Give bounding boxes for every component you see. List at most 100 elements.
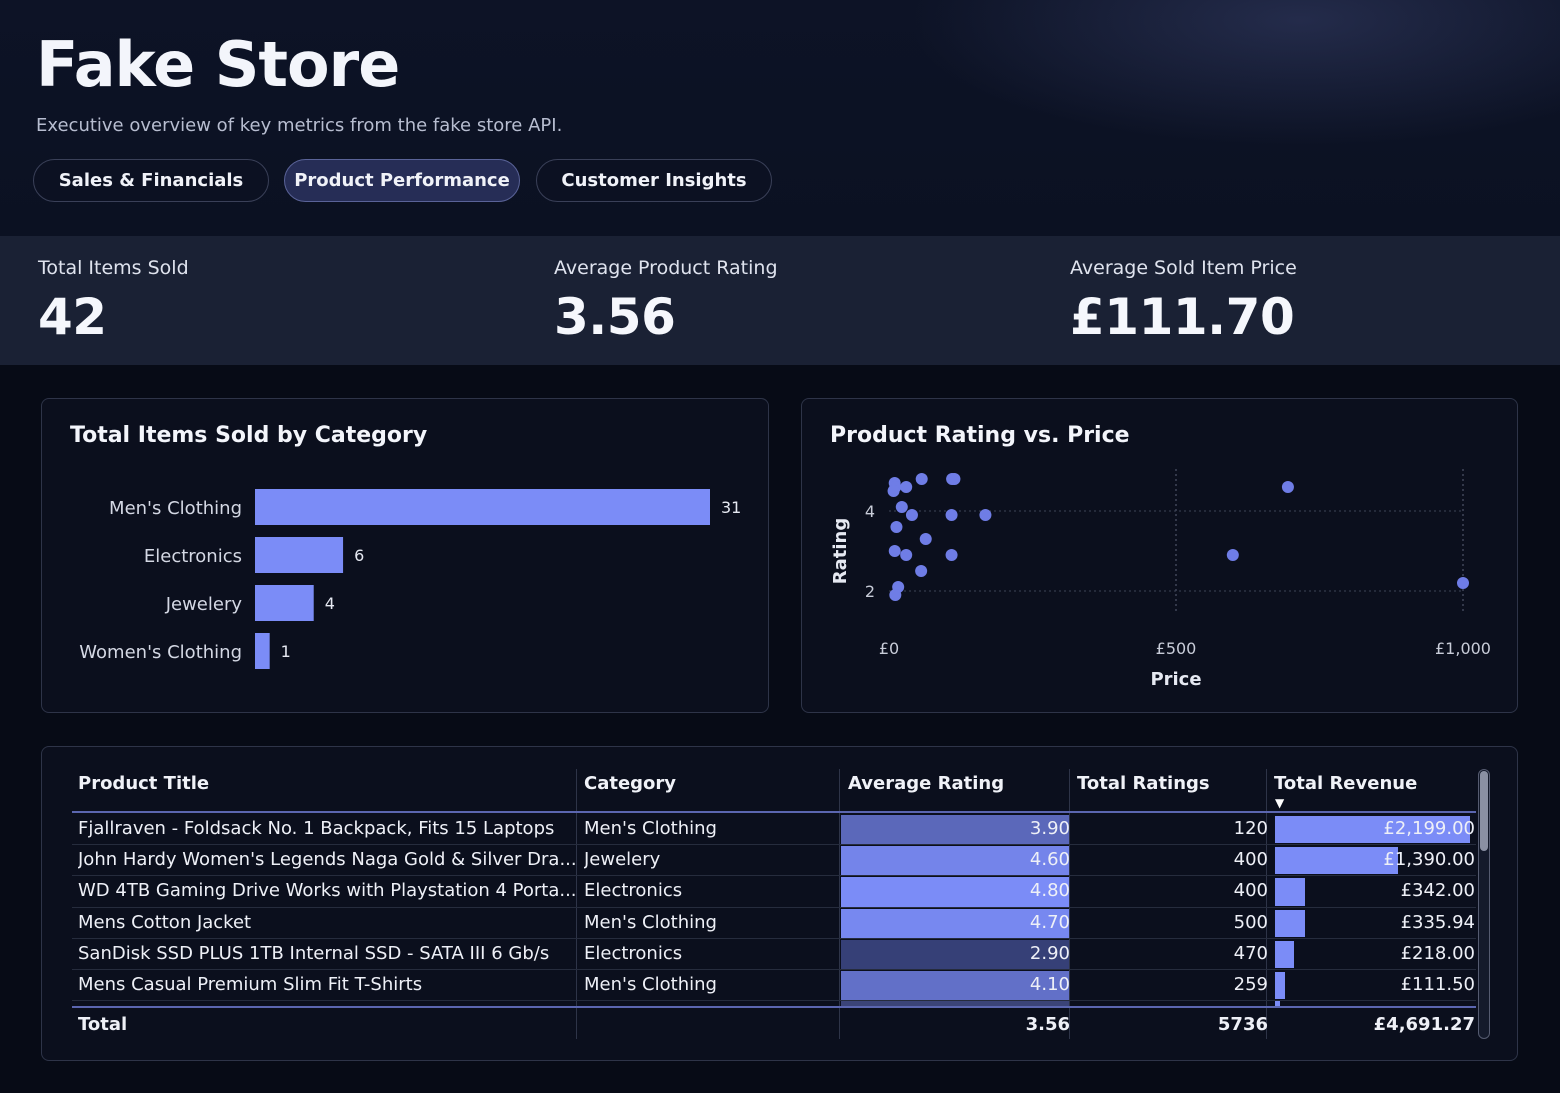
tab-customer-insights[interactable]: Customer Insights [536, 159, 772, 202]
rating-shading [841, 939, 1069, 969]
kpi-value: 42 [38, 288, 107, 346]
scatter-point[interactable] [889, 589, 902, 601]
y-tick-label: 4 [865, 502, 875, 521]
row-divider [72, 1000, 1476, 1002]
bar-chart-title: Total Items Sold by Category [70, 423, 428, 448]
bar-men-s-clothing[interactable] [255, 489, 710, 525]
table-cell: 400 [1233, 880, 1268, 902]
table-cell: Electronics [584, 942, 683, 964]
page-title: Fake Store [36, 28, 400, 101]
bar-chart-panel: Total Items Sold by Category Men's Cloth… [41, 398, 769, 713]
table-cell: 2.90 [1029, 942, 1070, 964]
table-cell: £1,390.00 [1383, 849, 1475, 871]
y-tick-label: 2 [865, 582, 875, 601]
scatter-point[interactable] [887, 485, 900, 497]
table-cell: £111.50 [1400, 974, 1475, 995]
totals-revenue: £4,691.27 [1373, 1014, 1475, 1035]
table-cell: SanDisk SSD PLUS 1TB Internal SSD - SATA… [78, 942, 550, 964]
column-divider [839, 769, 840, 1039]
kpi-band: Total Items Sold 42 Average Product Rati… [0, 236, 1560, 365]
column-header[interactable]: Category [584, 773, 677, 794]
kpi-value: £111.70 [1070, 288, 1295, 346]
product-table: Product Title Category Average Rating Total… [41, 746, 1518, 1061]
bar-value-label: 6 [354, 546, 364, 565]
x-tick-label: £500 [1156, 639, 1197, 658]
table-cell: Electronics [584, 880, 683, 902]
row-divider [72, 969, 1476, 970]
kpi-label: Average Product Rating [554, 257, 778, 279]
table-cell: 259 [1233, 974, 1268, 995]
rating-shading [841, 877, 1069, 907]
table-scrollbar[interactable] [1478, 769, 1490, 1039]
scatter-point[interactable] [945, 549, 958, 561]
table-cell: 4.10 [1029, 974, 1070, 995]
column-header[interactable]: Total Ratings [1077, 773, 1210, 794]
row-divider [72, 844, 1476, 846]
scatter-point[interactable] [895, 501, 908, 513]
scatter-point[interactable] [948, 473, 961, 485]
table-cell: 4.70 [1029, 911, 1070, 933]
sort-descending-icon: ▼ [1275, 796, 1285, 810]
scatter-point[interactable] [890, 521, 903, 533]
rating-shading [841, 908, 1069, 938]
scatter-point[interactable] [915, 565, 928, 577]
page-subtitle: Executive overview of key metrics from t… [36, 115, 563, 136]
rating-shading [841, 846, 1069, 876]
revenue-bar [1275, 909, 1305, 937]
tab-sales-financials[interactable]: Sales & Financials [33, 159, 269, 202]
x-axis-title: Price [1150, 669, 1201, 690]
table-cell: Fjallraven - Foldsack No. 1 Backpack, Fi… [78, 818, 555, 839]
scatter-chart: £0 £500 £1,000 2 4 Price Rating [830, 469, 1491, 690]
rating-shading [841, 815, 1069, 845]
totals-rating: 3.56 [1025, 1014, 1070, 1035]
scatter-point[interactable] [900, 481, 913, 493]
category-label: Women's Clothing [79, 642, 242, 663]
scatter-point[interactable] [919, 533, 932, 545]
scatter-point[interactable] [905, 509, 918, 521]
bar-value-label: 4 [325, 594, 335, 613]
header-divider [72, 811, 1476, 813]
scatter-point[interactable] [945, 509, 958, 521]
column-header[interactable]: Product Title [78, 773, 210, 794]
row-divider [72, 875, 1476, 877]
scatter-point[interactable] [1226, 549, 1239, 561]
scatter-point[interactable] [915, 473, 928, 485]
totals-label: Total [78, 1014, 128, 1035]
bar-value-label: 31 [721, 498, 741, 517]
table-cell: 3.90 [1029, 818, 1070, 839]
revenue-bar [1275, 878, 1306, 906]
x-tick-label: £0 [879, 639, 899, 658]
scatter-point[interactable] [888, 545, 901, 557]
bar-value-label: 1 [281, 642, 291, 661]
table-cell: Mens Casual Premium Slim Fit T-Shirts [78, 974, 423, 995]
tab-product-performance[interactable]: Product Performance [284, 159, 520, 202]
revenue-bar [1275, 816, 1470, 844]
category-label: Electronics [144, 546, 242, 567]
column-header[interactable]: Average Rating [848, 773, 1005, 794]
table-cell: 470 [1233, 942, 1268, 964]
column-divider [1266, 769, 1267, 1039]
scatter-point[interactable] [979, 509, 992, 521]
table-cell: 4.80 [1029, 880, 1070, 902]
kpi-value: 3.56 [554, 288, 676, 346]
table-cell: Mens Cotton Jacket [78, 911, 252, 933]
bar-chart: Men's Clothing 31 Electronics 6 Jewelery 4 Wom… [79, 489, 741, 669]
table-cell: £342.00 [1400, 880, 1475, 902]
column-header[interactable]: Total Revenue [1274, 773, 1418, 794]
table-cell: 400 [1233, 849, 1268, 871]
scatter-point[interactable] [900, 549, 913, 561]
totals-divider [72, 1006, 1476, 1008]
scrollbar-thumb[interactable] [1480, 771, 1488, 851]
revenue-bar [1275, 972, 1285, 1000]
row-divider [72, 906, 1476, 908]
bar-electronics[interactable] [255, 537, 344, 573]
table-cell: Men's Clothing [584, 818, 717, 839]
kpi-label: Total Items Sold [38, 257, 189, 279]
bar-jewelery[interactable] [255, 585, 314, 621]
table-cell: Jewelery [584, 849, 661, 871]
scatter-point[interactable] [1456, 577, 1469, 589]
scatter-point[interactable] [1281, 481, 1294, 493]
bar-women-s-clothing[interactable] [255, 633, 270, 669]
table-cell: WD 4TB Gaming Drive Works with Playstati… [78, 880, 577, 902]
table-cell: Men's Clothing [584, 911, 717, 933]
